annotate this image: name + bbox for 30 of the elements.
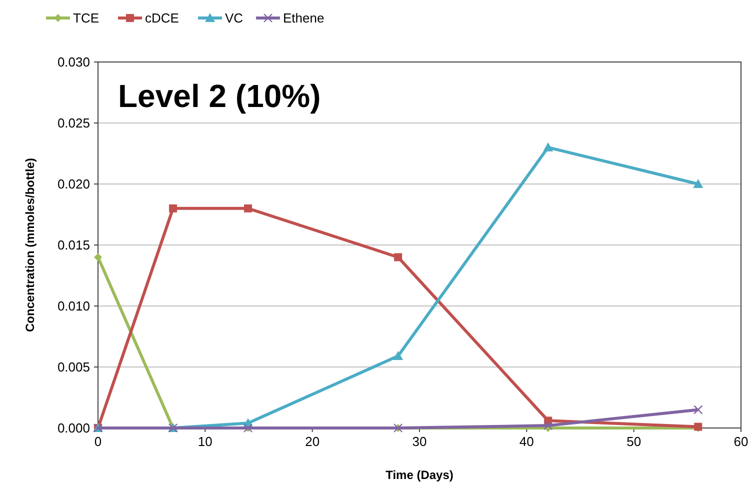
x-tick-label: 20 — [305, 434, 320, 449]
point — [393, 351, 404, 360]
legend-label: TCE — [73, 10, 100, 26]
point — [94, 253, 102, 262]
x-tick-label: 60 — [734, 434, 748, 449]
x-tick-label: 40 — [519, 434, 534, 449]
y-tick-label: 0.010 — [57, 298, 90, 314]
point — [694, 405, 703, 414]
point — [543, 142, 554, 152]
y-tick-label: 0.020 — [57, 176, 90, 192]
y-axis-title: Concentration (mmoles/bottle) — [23, 158, 37, 332]
x-tick-label: 10 — [198, 434, 212, 449]
y-tick-label: 0.015 — [57, 238, 90, 253]
point — [693, 179, 704, 188]
point — [544, 420, 553, 430]
y-tick-label: 0.000 — [57, 420, 90, 436]
point — [244, 204, 252, 212]
text: Level 2 (10%) — [118, 78, 321, 114]
x-axis-title: Time (Days) — [386, 468, 454, 482]
y-tick-label: 0.030 — [57, 54, 90, 70]
x-tick-label: 30 — [412, 434, 427, 449]
point — [394, 253, 402, 262]
legend-label: cDCE — [145, 10, 180, 26]
point — [169, 204, 178, 212]
legend-label: Ethene — [283, 10, 324, 26]
y-tick-label: 0.025 — [57, 116, 90, 131]
x-tick-label: 50 — [626, 434, 642, 449]
x-tick-label: 0 — [94, 434, 102, 449]
legend-label: VC — [225, 10, 244, 26]
y-tick-label: 0.005 — [57, 360, 90, 375]
